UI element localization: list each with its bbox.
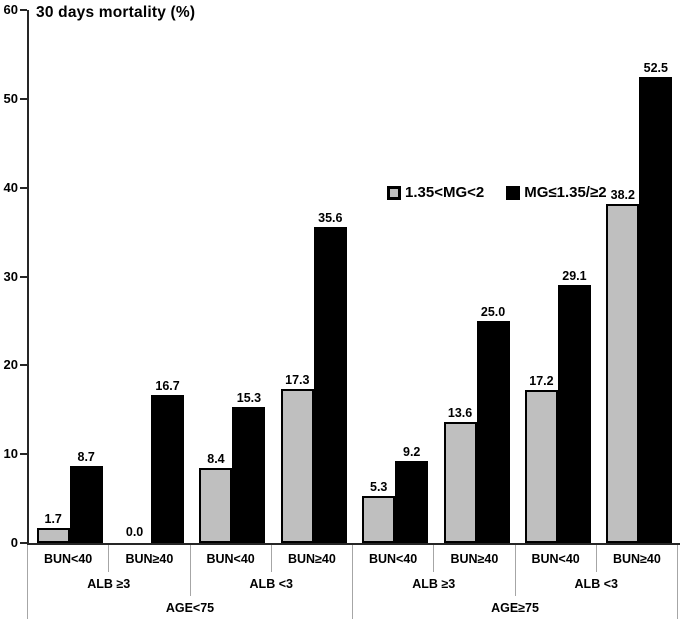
y-axis-tick-label: 50 bbox=[3, 90, 18, 106]
x-axis-label-bun: BUN≥40 bbox=[433, 545, 514, 572]
x-axis-label-bun: BUN<40 bbox=[43, 551, 93, 566]
bar-value-label: 17.2 bbox=[529, 374, 554, 389]
bar-black: 16.7 bbox=[151, 379, 185, 543]
legend-marker-black bbox=[506, 185, 521, 200]
x-axis-label-alb: ALB ≥3 bbox=[352, 572, 515, 596]
bar-black: 29.1 bbox=[557, 269, 591, 543]
y-axis-tick-mark bbox=[20, 453, 27, 456]
bar-value-label: 0.0 bbox=[125, 525, 144, 539]
bar-gray: 13.6 bbox=[443, 406, 477, 543]
x-axis-label-bun: BUN≥40 bbox=[595, 545, 677, 572]
bar-value-label: 13.6 bbox=[447, 406, 473, 421]
x-axis-label-bun: BUN<40 bbox=[514, 545, 596, 572]
bar-value-label: 5.3 bbox=[369, 479, 388, 494]
legend-item: 1.35<MG<2 bbox=[387, 184, 484, 201]
bar-black: 35.6 bbox=[313, 211, 347, 543]
x-axis-label-bun: BUN≥40 bbox=[108, 545, 189, 572]
bar-gray: 1.7 bbox=[36, 512, 70, 543]
bar-value-label: 29.1 bbox=[562, 268, 587, 283]
y-axis-tick-label: 10 bbox=[3, 446, 18, 462]
bar-value-label: 52.5 bbox=[643, 60, 668, 75]
legend-label: 1.35<MG<2 bbox=[405, 184, 485, 201]
bar-group: 17.2 29.1 bbox=[517, 10, 598, 543]
bar-value-label: 8.7 bbox=[77, 449, 95, 464]
bar-value-label: 15.3 bbox=[236, 391, 262, 406]
bar-gray: 38.2 bbox=[606, 188, 640, 543]
x-axis-level-age: AGE<75 AGE≥75 bbox=[28, 596, 677, 619]
x-axis-level-bun: BUN<40 BUN≥40 BUN<40 BUN≥40 BUN<40 BUN≥40 BUN<… bbox=[28, 545, 677, 572]
bar-black: 9.2 bbox=[395, 445, 429, 543]
x-axis-label-alb: ALB ≥3 bbox=[87, 577, 131, 591]
x-axis-label-alb: ALB <3 bbox=[189, 572, 353, 596]
x-axis-label-bun: BUN<40 bbox=[352, 545, 433, 572]
bar-value-label: 25.0 bbox=[480, 304, 506, 319]
y-axis-tick-mark bbox=[20, 186, 27, 189]
x-axis-label-bun: BUN<40 bbox=[189, 545, 271, 572]
bar-black: 8.7 bbox=[69, 450, 103, 543]
legend: 1.35<MG<2 MG≤1.35/≥2 bbox=[387, 184, 607, 201]
x-axis-label-bun: BUN≥40 bbox=[270, 545, 352, 572]
y-axis-tick-label: 60 bbox=[3, 2, 18, 17]
bar-value-label: 17.3 bbox=[285, 373, 310, 388]
y-axis-tick-mark bbox=[20, 542, 27, 544]
chart-title: 30 days mortality (%) bbox=[36, 4, 196, 21]
bar-gray: 17.3 bbox=[280, 373, 314, 543]
y-axis-tick-label: 20 bbox=[3, 357, 18, 373]
bar-black: 15.3 bbox=[232, 391, 266, 543]
y-axis-tick-label: 40 bbox=[3, 179, 18, 195]
plot-area: 1.7 8.7 0.0 16.7 8.4 15.3 17.3 35.6 5.3 9.2 13.6 25… bbox=[27, 10, 680, 545]
bar-gray: 8.4 bbox=[199, 452, 233, 543]
y-axis-tick-mark bbox=[20, 275, 27, 278]
bar-group: 1.7 8.7 bbox=[29, 10, 110, 543]
bar-gray: 5.3 bbox=[362, 480, 396, 543]
y-axis-tick-mark bbox=[20, 9, 27, 11]
legend-label: MG≤1.35/≥2 bbox=[524, 184, 607, 201]
bar-value-label: 35.6 bbox=[318, 210, 343, 225]
y-axis-tick-label: 30 bbox=[3, 268, 18, 284]
x-axis-level-alb: ALB ≥3 ALB <3 ALB ≥3 ALB <3 bbox=[28, 572, 677, 596]
bar-group: 0.0 16.7 bbox=[110, 10, 191, 543]
y-axis-tick-label: 0 bbox=[10, 535, 18, 550]
x-axis-category-levels: BUN<40 BUN≥40 BUN<40 BUN≥40 BUN<40 BUN≥40 BUN<… bbox=[27, 545, 678, 619]
bar-value-label: 16.7 bbox=[155, 378, 180, 393]
bar-group: 8.4 15.3 bbox=[192, 10, 273, 543]
bar-black: 52.5 bbox=[639, 61, 673, 543]
y-axis-tick-mark bbox=[20, 97, 27, 100]
legend-item: MG≤1.35/≥2 bbox=[506, 184, 607, 201]
x-axis-label-age: AGE≥75 bbox=[352, 596, 677, 619]
bar-value-label: 38.2 bbox=[610, 187, 635, 202]
bar-group: 17.3 35.6 bbox=[273, 10, 354, 543]
bar-value-label: 1.7 bbox=[44, 511, 62, 526]
x-axis-label-alb: ALB <3 bbox=[514, 572, 678, 596]
y-axis-tick-mark bbox=[20, 364, 27, 367]
bar-gray: 17.2 bbox=[524, 374, 558, 543]
bar-value-label: 8.4 bbox=[207, 452, 225, 467]
bar-group: 5.3 9.2 bbox=[355, 10, 436, 543]
bar-group: 13.6 25.0 bbox=[436, 10, 517, 543]
bar-groups: 1.7 8.7 0.0 16.7 8.4 15.3 17.3 35.6 5.3 9.2 13.6 25… bbox=[29, 10, 680, 543]
legend-marker-gray bbox=[387, 185, 401, 200]
x-axis-label-age: AGE<75 bbox=[165, 600, 215, 615]
bar-value-label: 9.2 bbox=[402, 445, 421, 460]
bar-black: 25.0 bbox=[476, 305, 510, 543]
bar-group: 38.2 52.5 bbox=[599, 10, 680, 543]
